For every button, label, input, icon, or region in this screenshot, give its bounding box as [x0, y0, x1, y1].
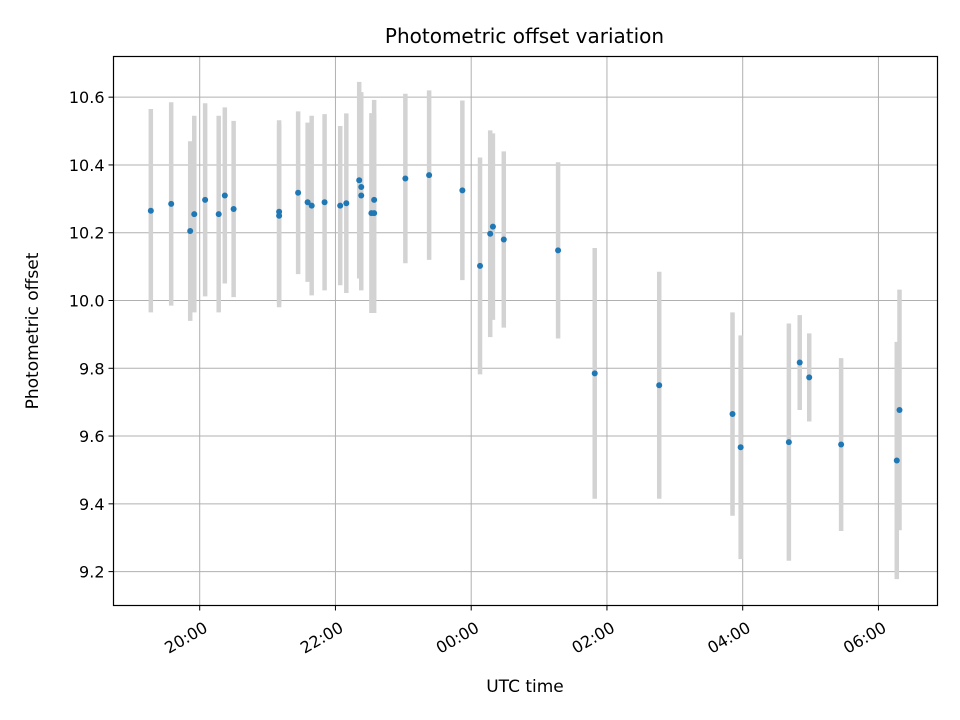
data-point	[459, 187, 466, 194]
x-tick-label: 04:00	[704, 618, 753, 658]
data-point	[838, 441, 845, 448]
data-point	[230, 206, 237, 212]
y-tick-label: 9.6	[79, 427, 104, 446]
data-point	[737, 444, 744, 451]
data-point	[187, 228, 194, 235]
data-point	[426, 172, 433, 179]
data-point	[358, 192, 365, 199]
data-point	[276, 212, 283, 219]
data-point	[729, 411, 736, 418]
data-point	[402, 175, 409, 182]
data-point	[168, 200, 175, 207]
x-tick-label: 02:00	[569, 618, 618, 658]
data-point	[321, 199, 328, 206]
data-point	[785, 439, 792, 446]
y-tick-label: 10.6	[69, 88, 105, 107]
data-point	[191, 211, 198, 218]
y-tick-label: 9.2	[79, 563, 104, 582]
grid-lines	[113, 56, 938, 606]
data-points	[147, 172, 903, 464]
y-tick-label: 10.4	[69, 156, 105, 175]
data-point	[308, 202, 315, 209]
x-tick-label: 22:00	[297, 618, 346, 658]
y-tick-label: 10.0	[69, 292, 105, 311]
data-point	[487, 230, 494, 237]
chart-title: Photometric offset variation	[385, 24, 664, 48]
data-point	[591, 370, 598, 377]
data-point	[371, 196, 378, 203]
data-point	[337, 202, 344, 209]
x-tick-label: 06:00	[840, 618, 889, 658]
data-point	[896, 406, 903, 413]
data-point	[489, 223, 496, 230]
data-point	[371, 210, 378, 217]
x-axis-label: UTC time	[486, 677, 564, 697]
x-axis: 20:00 22:00 00:00 02:00 04:00 06:00	[161, 605, 889, 658]
data-point	[893, 457, 900, 464]
data-point	[215, 211, 222, 218]
data-point	[221, 192, 228, 199]
data-point	[500, 236, 507, 243]
error-bars	[148, 81, 902, 580]
y-axis-label: Photometric offset	[23, 252, 43, 409]
y-tick-label: 9.8	[79, 359, 104, 378]
data-point	[304, 199, 311, 206]
y-tick-label: 10.2	[69, 224, 105, 243]
plot-frame	[112, 55, 939, 607]
x-tick-label: 20:00	[161, 618, 210, 658]
data-point	[202, 196, 209, 203]
data-point	[796, 359, 803, 366]
data-point	[477, 262, 484, 269]
y-tick-label: 9.4	[79, 495, 104, 514]
data-point	[358, 183, 365, 190]
data-point	[356, 177, 363, 184]
data-point	[343, 200, 350, 207]
data-point	[295, 189, 302, 196]
y-axis: 9.2 9.4 9.6 9.8 10.0 10.2 10.4 10.6	[69, 88, 114, 582]
data-point	[656, 382, 663, 389]
x-tick-label: 00:00	[433, 618, 482, 658]
data-point	[147, 207, 154, 214]
data-point	[806, 374, 813, 381]
data-point	[555, 247, 562, 254]
